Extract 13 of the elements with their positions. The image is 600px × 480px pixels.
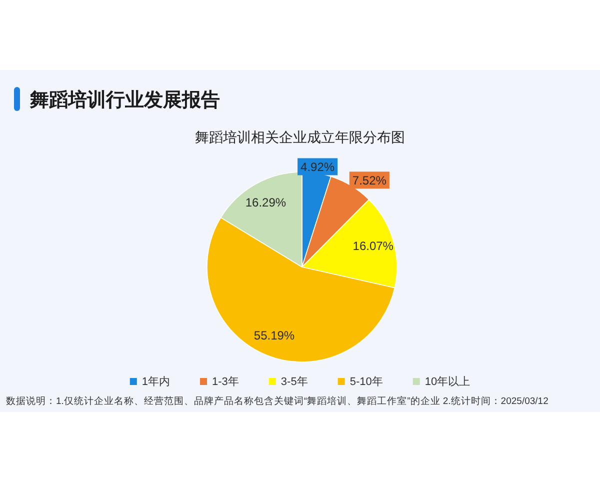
data-label: 7.52% [352,174,387,188]
data-label: 4.92% [300,160,335,174]
text: 数据说明：1.仅统计企业名称、经营范围、品牌产品名称包含关键词“舞蹈培训、舞蹈工作室”的企业 2.统计时间：2025/03/12 [6,395,548,407]
chart-subtitle: 舞蹈培训相关企业成立年限分布图 [195,129,405,145]
data-label: 16.29% [245,195,286,210]
legend-label: 3-5年 [280,376,308,388]
legend-label: 1年内 [142,375,170,388]
data-label: 55.19% [254,328,295,343]
legend-label: 1-3年 [212,376,239,388]
legend-label: 10年以上 [424,375,470,388]
chart-title: 舞蹈培训行业发展报告 [29,89,220,111]
data-label: 16.07% [352,239,394,254]
legend-label: 5-10年 [350,376,383,388]
